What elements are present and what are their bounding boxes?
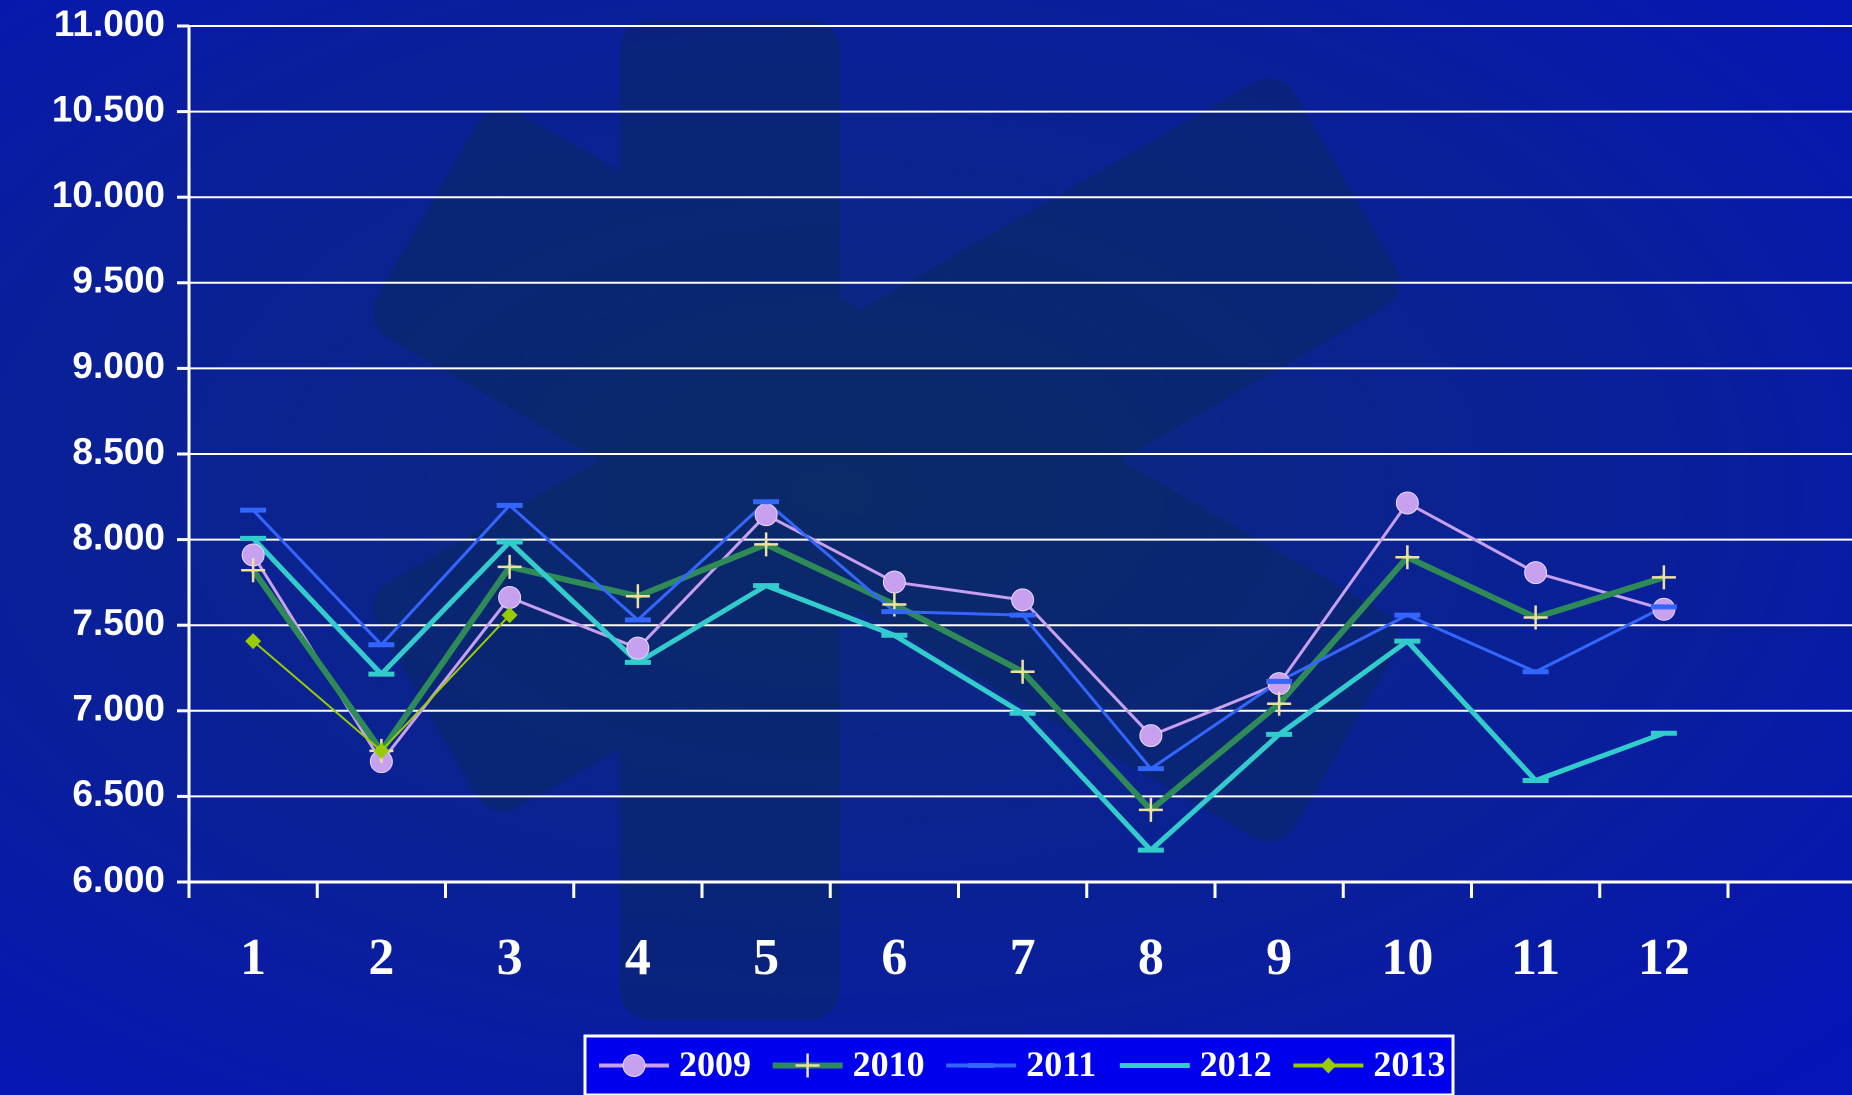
marker	[1395, 545, 1420, 570]
x-tick-label: 11	[1511, 929, 1560, 986]
y-tick-label: 10.000	[52, 174, 165, 215]
marker	[1267, 691, 1292, 716]
marker	[373, 742, 390, 759]
marker	[1320, 1057, 1337, 1074]
marker	[241, 558, 266, 583]
marker	[625, 584, 650, 609]
series-line	[250, 541, 1665, 813]
background-emblem	[372, 20, 1399, 1020]
marker	[1524, 561, 1548, 585]
marker	[1010, 659, 1035, 684]
marker	[501, 607, 518, 624]
x-tick-label: 3	[497, 929, 523, 986]
series-line	[251, 536, 1665, 853]
marker	[1651, 565, 1676, 590]
y-tick-label: 6.000	[72, 859, 165, 900]
x-tick-label: 6	[881, 929, 907, 986]
legend-entry: 2009	[599, 1044, 751, 1084]
marker	[497, 554, 522, 579]
marker	[622, 1054, 646, 1077]
marker	[1138, 797, 1163, 822]
legend-entry: 2012	[1119, 1044, 1272, 1084]
marker	[626, 636, 650, 660]
y-tick-label: 7.500	[72, 602, 165, 643]
y-tick-label: 11.000	[54, 3, 165, 44]
marker	[754, 532, 779, 557]
y-tick-label: 6.500	[72, 773, 165, 814]
x-tick-label: 12	[1638, 929, 1690, 986]
y-tick-label: 9.000	[72, 345, 165, 386]
x-tick-label: 10	[1381, 929, 1433, 986]
series-line	[251, 501, 1665, 764]
y-tick-label: 7.000	[72, 688, 165, 729]
marker	[1523, 605, 1548, 630]
y-tick-label: 9.500	[72, 260, 165, 301]
marker	[1011, 588, 1035, 612]
series-line	[252, 500, 1665, 771]
legend-label: 2011	[1026, 1044, 1096, 1084]
legend-label: 2012	[1200, 1044, 1272, 1084]
y-tick-label: 8.000	[72, 516, 165, 557]
marker	[795, 1053, 820, 1078]
x-tick-label: 5	[753, 929, 779, 986]
x-tick-label: 9	[1266, 929, 1292, 986]
legend-label: 2010	[853, 1044, 925, 1084]
legend-label: 2009	[679, 1044, 751, 1084]
marker	[498, 585, 522, 609]
marker	[1395, 491, 1419, 515]
y-tick-label: 8.500	[72, 431, 165, 472]
x-tick-label: 4	[625, 929, 651, 986]
x-tick-label: 2	[368, 929, 394, 986]
legend-entry: 2011	[946, 1044, 1096, 1084]
x-tick-label: 1	[240, 929, 266, 986]
y-tick-label: 10.500	[52, 88, 165, 129]
legend-label: 2013	[1373, 1044, 1445, 1084]
x-tick-label: 7	[1010, 929, 1036, 986]
legend-entry: 2013	[1293, 1044, 1445, 1084]
marker	[1139, 724, 1163, 748]
marker	[882, 570, 906, 594]
marker	[754, 503, 778, 527]
legend-entry: 2010	[772, 1044, 925, 1084]
x-tick-label: 8	[1138, 929, 1164, 986]
marker	[245, 633, 262, 650]
